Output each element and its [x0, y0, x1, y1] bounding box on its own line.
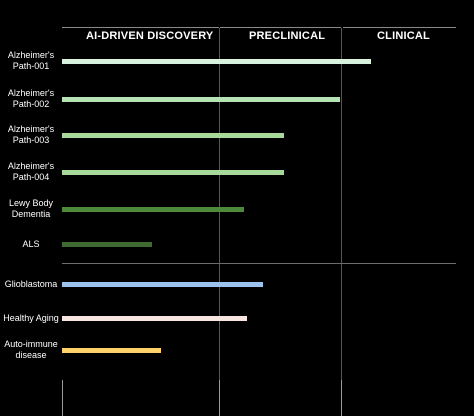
program-label: Alzheimer's Path-001	[0, 50, 62, 72]
program-label: Alzheimer's Path-002	[0, 88, 62, 110]
program-label-line1: Alzheimer's	[7, 88, 55, 98]
program-progress-bar	[62, 316, 247, 321]
program-progress-bar	[62, 207, 244, 212]
group-divider	[62, 263, 456, 264]
program-label-line1: Alzheimer's	[7, 124, 55, 134]
program-label-line1: Glioblastoma	[4, 279, 58, 289]
program-label: Healthy Aging	[0, 313, 62, 324]
program-label-line2: disease	[15, 350, 47, 360]
phase-separator-clinical	[341, 28, 342, 416]
program-label-line1: Lewy Body	[8, 198, 54, 208]
phase-header-clinical: CLINICAL	[377, 30, 430, 42]
axis-tick-start	[62, 380, 63, 416]
program-label-line1: ALS	[22, 239, 40, 249]
header-line-clinical	[343, 27, 456, 28]
phase-separator-preclinical	[219, 28, 220, 416]
program-progress-bar	[62, 170, 284, 175]
program-label: Lewy Body Dementia	[0, 198, 62, 220]
program-label: ALS	[0, 239, 62, 250]
header-line-discovery	[62, 27, 219, 28]
program-progress-bar	[62, 242, 152, 247]
program-label-line1: Alzheimer's	[7, 161, 55, 171]
program-label-line2: Path-002	[12, 99, 50, 109]
phase-header-preclinical: PRECLINICAL	[249, 30, 326, 42]
program-progress-bar	[62, 59, 371, 64]
phase-header-discovery: AI-DRIVEN DISCOVERY	[86, 30, 214, 42]
program-label-line2: Path-001	[12, 61, 50, 71]
program-progress-bar	[62, 282, 263, 287]
header-line-preclinical	[220, 27, 341, 28]
program-label-line2: Path-004	[12, 172, 50, 182]
program-label-line1: Alzheimer's	[7, 50, 55, 60]
program-label: Glioblastoma	[0, 279, 62, 290]
program-label: Auto-immune disease	[0, 339, 62, 361]
program-label: Alzheimer's Path-004	[0, 161, 62, 183]
program-label-line2: Path-003	[12, 135, 50, 145]
program-progress-bar	[62, 133, 284, 138]
axis-tick-preclinical	[219, 380, 220, 416]
program-label-line2: Dementia	[11, 209, 51, 219]
axis-tick-clinical	[341, 380, 342, 416]
program-progress-bar	[62, 97, 340, 102]
program-label: Alzheimer's Path-003	[0, 124, 62, 146]
program-label-line1: Healthy Aging	[3, 313, 59, 323]
program-label-line1: Auto-immune	[4, 339, 58, 349]
program-progress-bar	[62, 348, 161, 353]
